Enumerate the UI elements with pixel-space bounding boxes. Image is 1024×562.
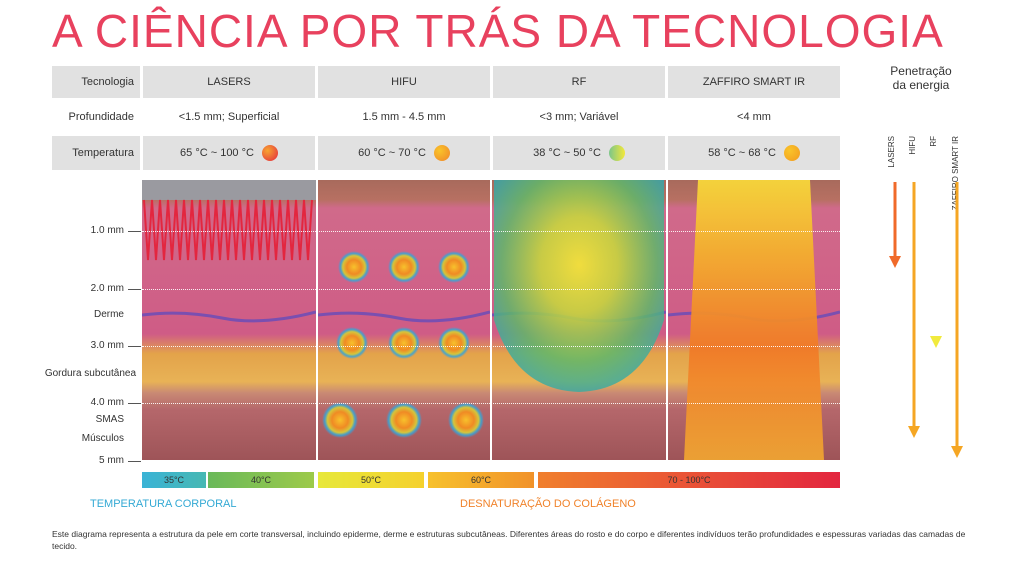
depth-tick-5mm: [128, 461, 141, 462]
depth-tick-3mm: [128, 346, 141, 347]
panel-lasers: [142, 180, 316, 460]
temp-scale-60: 60°C: [428, 472, 534, 488]
depth-line-4mm: [142, 403, 840, 404]
panel-hifu: [318, 180, 490, 460]
depth-tick-1mm: [128, 231, 141, 232]
arrow-label-rf: RF: [929, 136, 938, 147]
temp-rf: 38 °C ~ 50 °C: [493, 136, 665, 170]
depth-line-2mm: [142, 289, 840, 290]
depth-zaffiro: <4 mm: [737, 111, 771, 123]
layer-label-smas: SMAS: [95, 414, 124, 425]
temp-hifu: 60 °C ~ 70 °C: [318, 136, 490, 170]
temp-scale-70-100: 70 - 100°C: [538, 472, 840, 488]
temp-lasers: 65 °C ~ 100 °C: [143, 136, 315, 170]
temp-lasers-dot: [261, 145, 278, 161]
temp-scale-35: 35°C: [142, 472, 206, 488]
layer-label-dermis: Derme: [93, 309, 124, 320]
depth-label-5mm: 5 mm: [99, 455, 124, 466]
depth-tick-4mm: [128, 403, 141, 404]
col-header-lasers: LASERS: [143, 66, 315, 98]
arrow-zaffiro: [951, 182, 963, 458]
temp-zaffiro-dot: [783, 145, 800, 161]
penetration-title-line1: Penetração: [890, 64, 952, 78]
col-header-zaffiro: ZAFFIRO SMART IR: [668, 66, 840, 98]
temp-scale-50: 50°C: [318, 472, 424, 488]
penetration-title-line2: da energia: [892, 78, 950, 92]
arrow-hifu: [908, 182, 920, 438]
temp-rf-dot: [608, 145, 625, 161]
penetration-title: Penetração da energia: [876, 64, 966, 92]
col-header-rf: RF: [493, 66, 665, 98]
depth-line-1mm: [142, 231, 840, 232]
temp-lasers-value: 65 °C ~ 100 °C: [180, 147, 254, 159]
depth-lasers: <1.5 mm; Superficial: [178, 111, 280, 123]
page-title: A CIÊNCIA POR TRÁS DA TECNOLOGIA: [52, 5, 944, 57]
depth-hifu: 1.5 mm - 4.5 mm: [362, 111, 446, 123]
temp-scale-40: 40°C: [208, 472, 314, 488]
depth-tick-2mm: [128, 289, 141, 290]
zaffiro-illustration: [668, 180, 840, 460]
arrow-rf: [930, 182, 942, 348]
temp-hifu-dot: [433, 145, 450, 161]
hifu-illustration: [318, 180, 490, 460]
row-label-technology: Tecnologia: [52, 66, 140, 98]
layer-label-fat: Gordura subcutânea: [44, 368, 136, 379]
lasers-illustration: [142, 180, 316, 460]
arrow-label-hifu: HIFU: [908, 136, 917, 155]
legend-collagen-denaturation: DESNATURAÇÃO DO COLÁGENO: [460, 498, 636, 510]
panel-rf: [492, 180, 666, 460]
depth-label-4mm: 4.0 mm: [90, 397, 124, 408]
layer-label-muscles: Músculos: [81, 433, 124, 444]
row-label-depth: Profundidade: [68, 111, 134, 123]
penetration-arrows: [889, 182, 963, 458]
legend-body-temperature: TEMPERATURA CORPORAL: [90, 498, 237, 510]
arrow-lasers: [889, 182, 901, 268]
footer-note: Este diagrama representa a estrutura da …: [52, 529, 966, 551]
depth-label-3mm: 3.0 mm: [90, 340, 124, 351]
temp-zaffiro: 58 °C ~ 68 °C: [668, 136, 840, 170]
depth-label-2mm: 2.0 mm: [90, 283, 124, 294]
rf-illustration: [492, 180, 666, 460]
row-label-temperature: Temperatura: [52, 136, 140, 170]
depth-line-3mm: [142, 346, 840, 347]
temp-zaffiro-value: 58 °C ~ 68 °C: [708, 147, 776, 159]
depth-label-1mm: 1.0 mm: [90, 225, 124, 236]
panel-zaffiro: [668, 180, 840, 460]
temp-rf-value: 38 °C ~ 50 °C: [533, 147, 601, 159]
col-header-hifu: HIFU: [318, 66, 490, 98]
depth-rf: <3 mm; Variável: [539, 111, 619, 123]
arrow-label-lasers: LASERS: [887, 136, 896, 168]
temp-hifu-value: 60 °C ~ 70 °C: [358, 147, 426, 159]
